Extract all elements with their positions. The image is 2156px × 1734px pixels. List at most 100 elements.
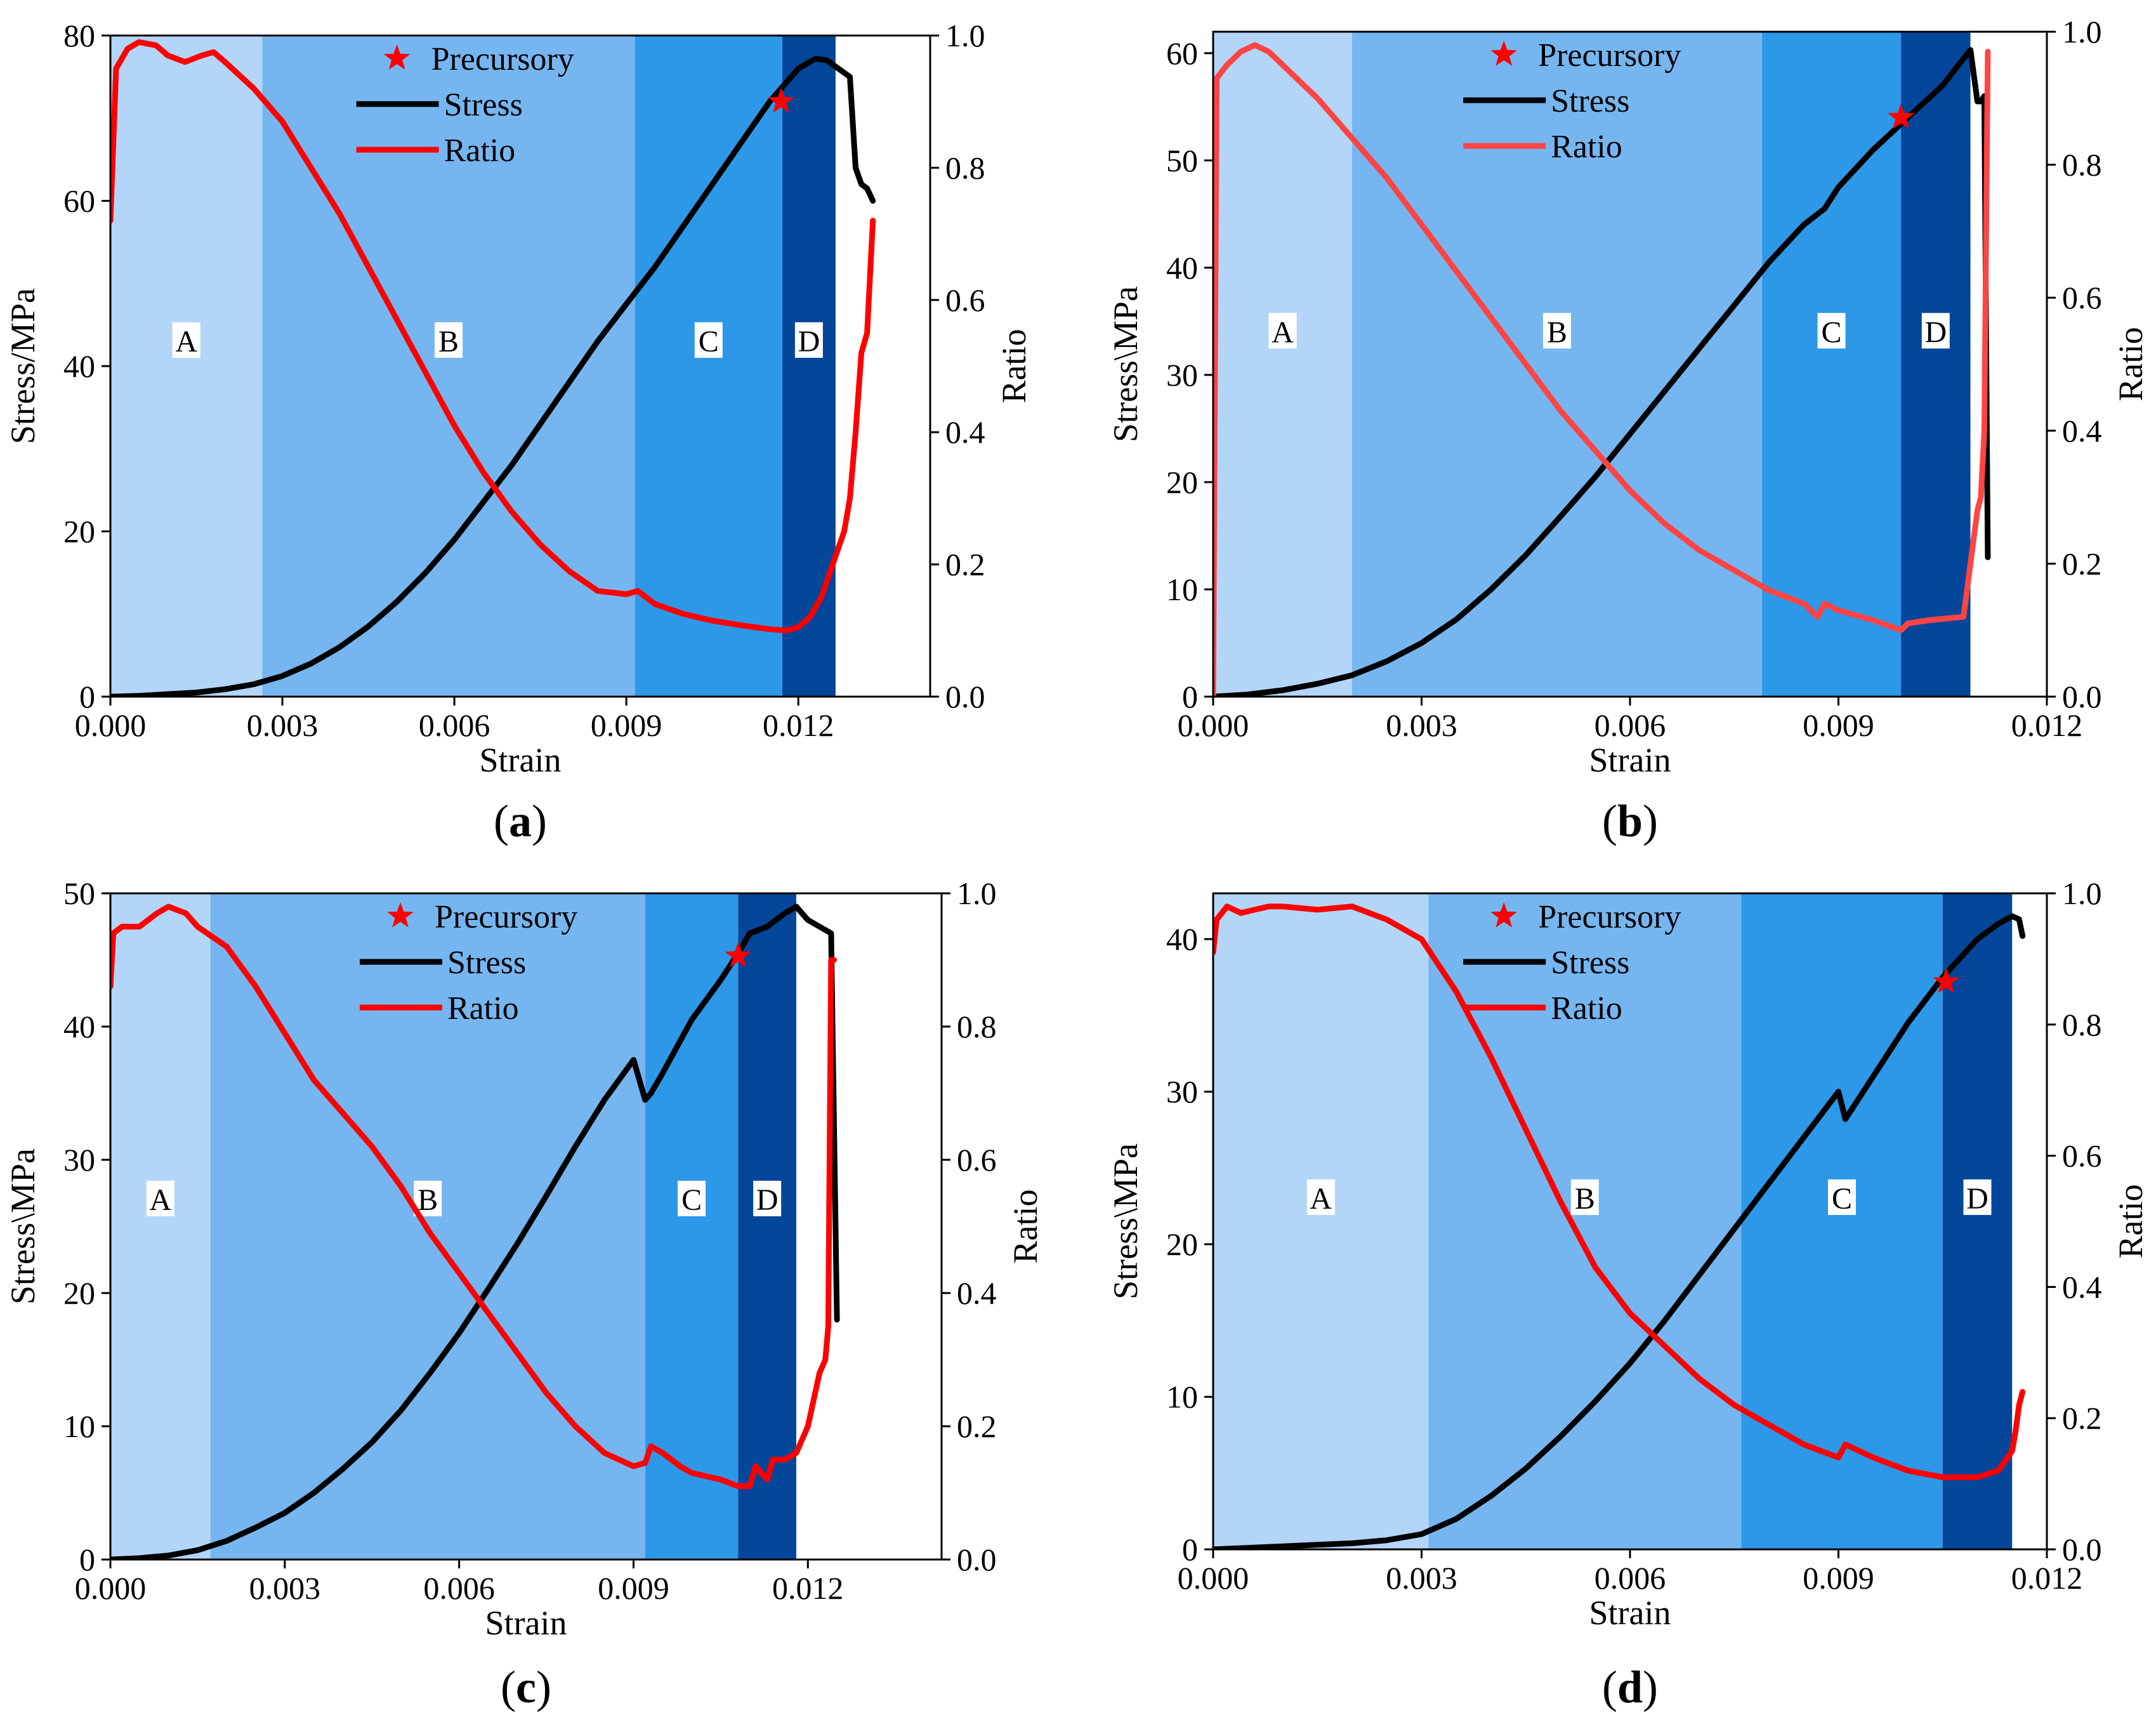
x-axis-label: Strain <box>485 1604 567 1642</box>
panel-c: A B C D 0.000 0.003 0.006 0.009 0.012 0 10 20 30 40 50… <box>4 876 1044 1712</box>
panel-label-letter: b <box>1617 796 1643 846</box>
y-tick-label: 0 <box>79 1542 95 1577</box>
x-tick-label: 0.009 <box>1803 707 1874 743</box>
y2-tick-label: 0.6 <box>2062 1138 2102 1174</box>
region-a <box>110 893 211 1560</box>
panel-a: A B C D 0.000 0.003 0.006 0.009 0.012 0 20 40 60 80 0.… <box>4 18 1033 846</box>
y2-tick-label: 0.0 <box>957 1542 997 1577</box>
series-line-ratio <box>110 39 876 634</box>
region-label-d: D <box>798 325 820 358</box>
region-label-bg <box>678 1181 706 1216</box>
panel-label-letter: d <box>1617 1662 1643 1712</box>
region-label-bg <box>1921 313 1950 349</box>
region-b <box>1428 893 1742 1549</box>
y2-tick-label: 0.2 <box>2062 1400 2102 1436</box>
y-tick-label: 0 <box>1182 679 1198 714</box>
y2-tick-label: 1.0 <box>957 876 997 911</box>
y2-axis-label: Ratio <box>1006 1190 1044 1264</box>
panel-label-open: ( <box>1602 1662 1617 1712</box>
series-line-stress <box>1213 913 2026 1549</box>
y-tick-label: 40 <box>63 1009 95 1044</box>
panel-label-open: ( <box>1602 796 1617 846</box>
series-group <box>1213 903 2026 1549</box>
region-label-bg <box>1306 1179 1335 1215</box>
x-tick-label: 0.000 <box>1178 707 1249 743</box>
y-tick-label: 50 <box>63 876 95 911</box>
x-tick-label: 0.012 <box>2011 1560 2083 1596</box>
panel-d: A B C D 0.000 0.003 0.006 0.009 0.012 0 10 20 30 40 0.… <box>1107 876 2150 1712</box>
legend-ratio-label: Ratio <box>444 133 516 169</box>
x-tick-label: 0.003 <box>1386 1560 1457 1596</box>
y-axis-label: Stress/MPa <box>4 288 42 444</box>
x-tick-label: 0.000 <box>1178 1560 1249 1596</box>
precursory-marker <box>1933 968 1960 994</box>
y2-axis-label: Ratio <box>2112 327 2150 402</box>
x-axis-label: Strain <box>1589 1594 1671 1632</box>
region-label-b: B <box>1547 315 1567 349</box>
y-tick-label: 10 <box>63 1409 95 1444</box>
panel-label-close: ) <box>532 796 547 846</box>
y-tick-label: 40 <box>1166 250 1198 286</box>
y2-tick-label: 0.4 <box>945 414 985 450</box>
series-line-ratio <box>110 903 837 1489</box>
panel-label-open: ( <box>501 1662 516 1712</box>
region-label-bg <box>1963 1179 1992 1215</box>
region-label-bg <box>1268 313 1297 349</box>
region-label-d: D <box>756 1183 779 1217</box>
x-tick-label: 0.012 <box>2011 707 2083 743</box>
y2-tick-label: 0.6 <box>2062 280 2102 315</box>
region-a <box>1213 32 1352 697</box>
y-tick-label: 0 <box>1182 1532 1198 1567</box>
y2-tick-label: 0.2 <box>2062 546 2102 581</box>
y-tick-label: 30 <box>1166 357 1198 393</box>
region-label-c: C <box>1832 1182 1852 1216</box>
region-label-a: A <box>1272 315 1294 349</box>
x-tick-label: 0.006 <box>1594 1560 1666 1596</box>
series-line-stress <box>110 903 840 1560</box>
region-label-b: B <box>1575 1182 1595 1216</box>
y-tick-label: 60 <box>63 183 95 219</box>
region-label-bg <box>794 322 823 358</box>
y-tick-label: 30 <box>63 1142 95 1178</box>
y2-tick-label: 0.0 <box>2062 1532 2102 1567</box>
legend-precursory-label: Precursory <box>435 899 577 935</box>
panel-label-close: ) <box>1643 1662 1658 1712</box>
x-tick-label: 0.006 <box>1594 707 1666 743</box>
x-tick-label: 0.012 <box>763 707 834 743</box>
region-label-bg <box>146 1181 174 1216</box>
y2-tick-label: 0.8 <box>957 1009 997 1044</box>
y-tick-label: 80 <box>63 18 95 53</box>
legend-precursory-label: Precursory <box>1538 37 1681 74</box>
y-tick-label: 30 <box>1166 1074 1198 1110</box>
series-line-stress <box>1213 47 1991 697</box>
y-tick-label: 20 <box>1166 1226 1198 1262</box>
y2-tick-label: 0.4 <box>2062 413 2102 449</box>
x-tick-label: 0.000 <box>75 1570 147 1606</box>
y2-tick-label: 0.6 <box>945 282 985 318</box>
y-axis-label: Stress\MPa <box>4 1148 42 1304</box>
x-tick-label: 0.009 <box>591 707 662 743</box>
y2-tick-label: 0.8 <box>2062 147 2102 183</box>
y-tick-label: 60 <box>1166 36 1198 71</box>
region-label-bg <box>1827 1179 1856 1215</box>
x-tick-label: 0.003 <box>249 1570 321 1606</box>
x-tick-label: 0.009 <box>1803 1560 1874 1596</box>
panel-label: (c) <box>501 1662 551 1712</box>
legend-precursory-marker <box>1490 41 1518 66</box>
region-label-bg <box>1543 313 1572 349</box>
panel-label-open: ( <box>494 796 509 846</box>
y2-tick-label: 1.0 <box>2062 14 2102 49</box>
legend-stress-label: Stress <box>444 87 523 123</box>
x-tick-label: 0.000 <box>75 707 147 743</box>
region-label-b: B <box>438 325 459 358</box>
panel-label-close: ) <box>536 1662 551 1712</box>
legend-stress-label: Stress <box>447 945 526 981</box>
y2-tick-label: 0.4 <box>957 1275 997 1311</box>
region-label-a: A <box>149 1183 171 1217</box>
precursory-marker <box>768 88 794 113</box>
y-tick-label: 20 <box>63 514 95 549</box>
y2-tick-label: 0.4 <box>2062 1269 2102 1304</box>
panel-label-letter: c <box>516 1662 536 1712</box>
y2-tick-label: 0.2 <box>957 1409 997 1444</box>
